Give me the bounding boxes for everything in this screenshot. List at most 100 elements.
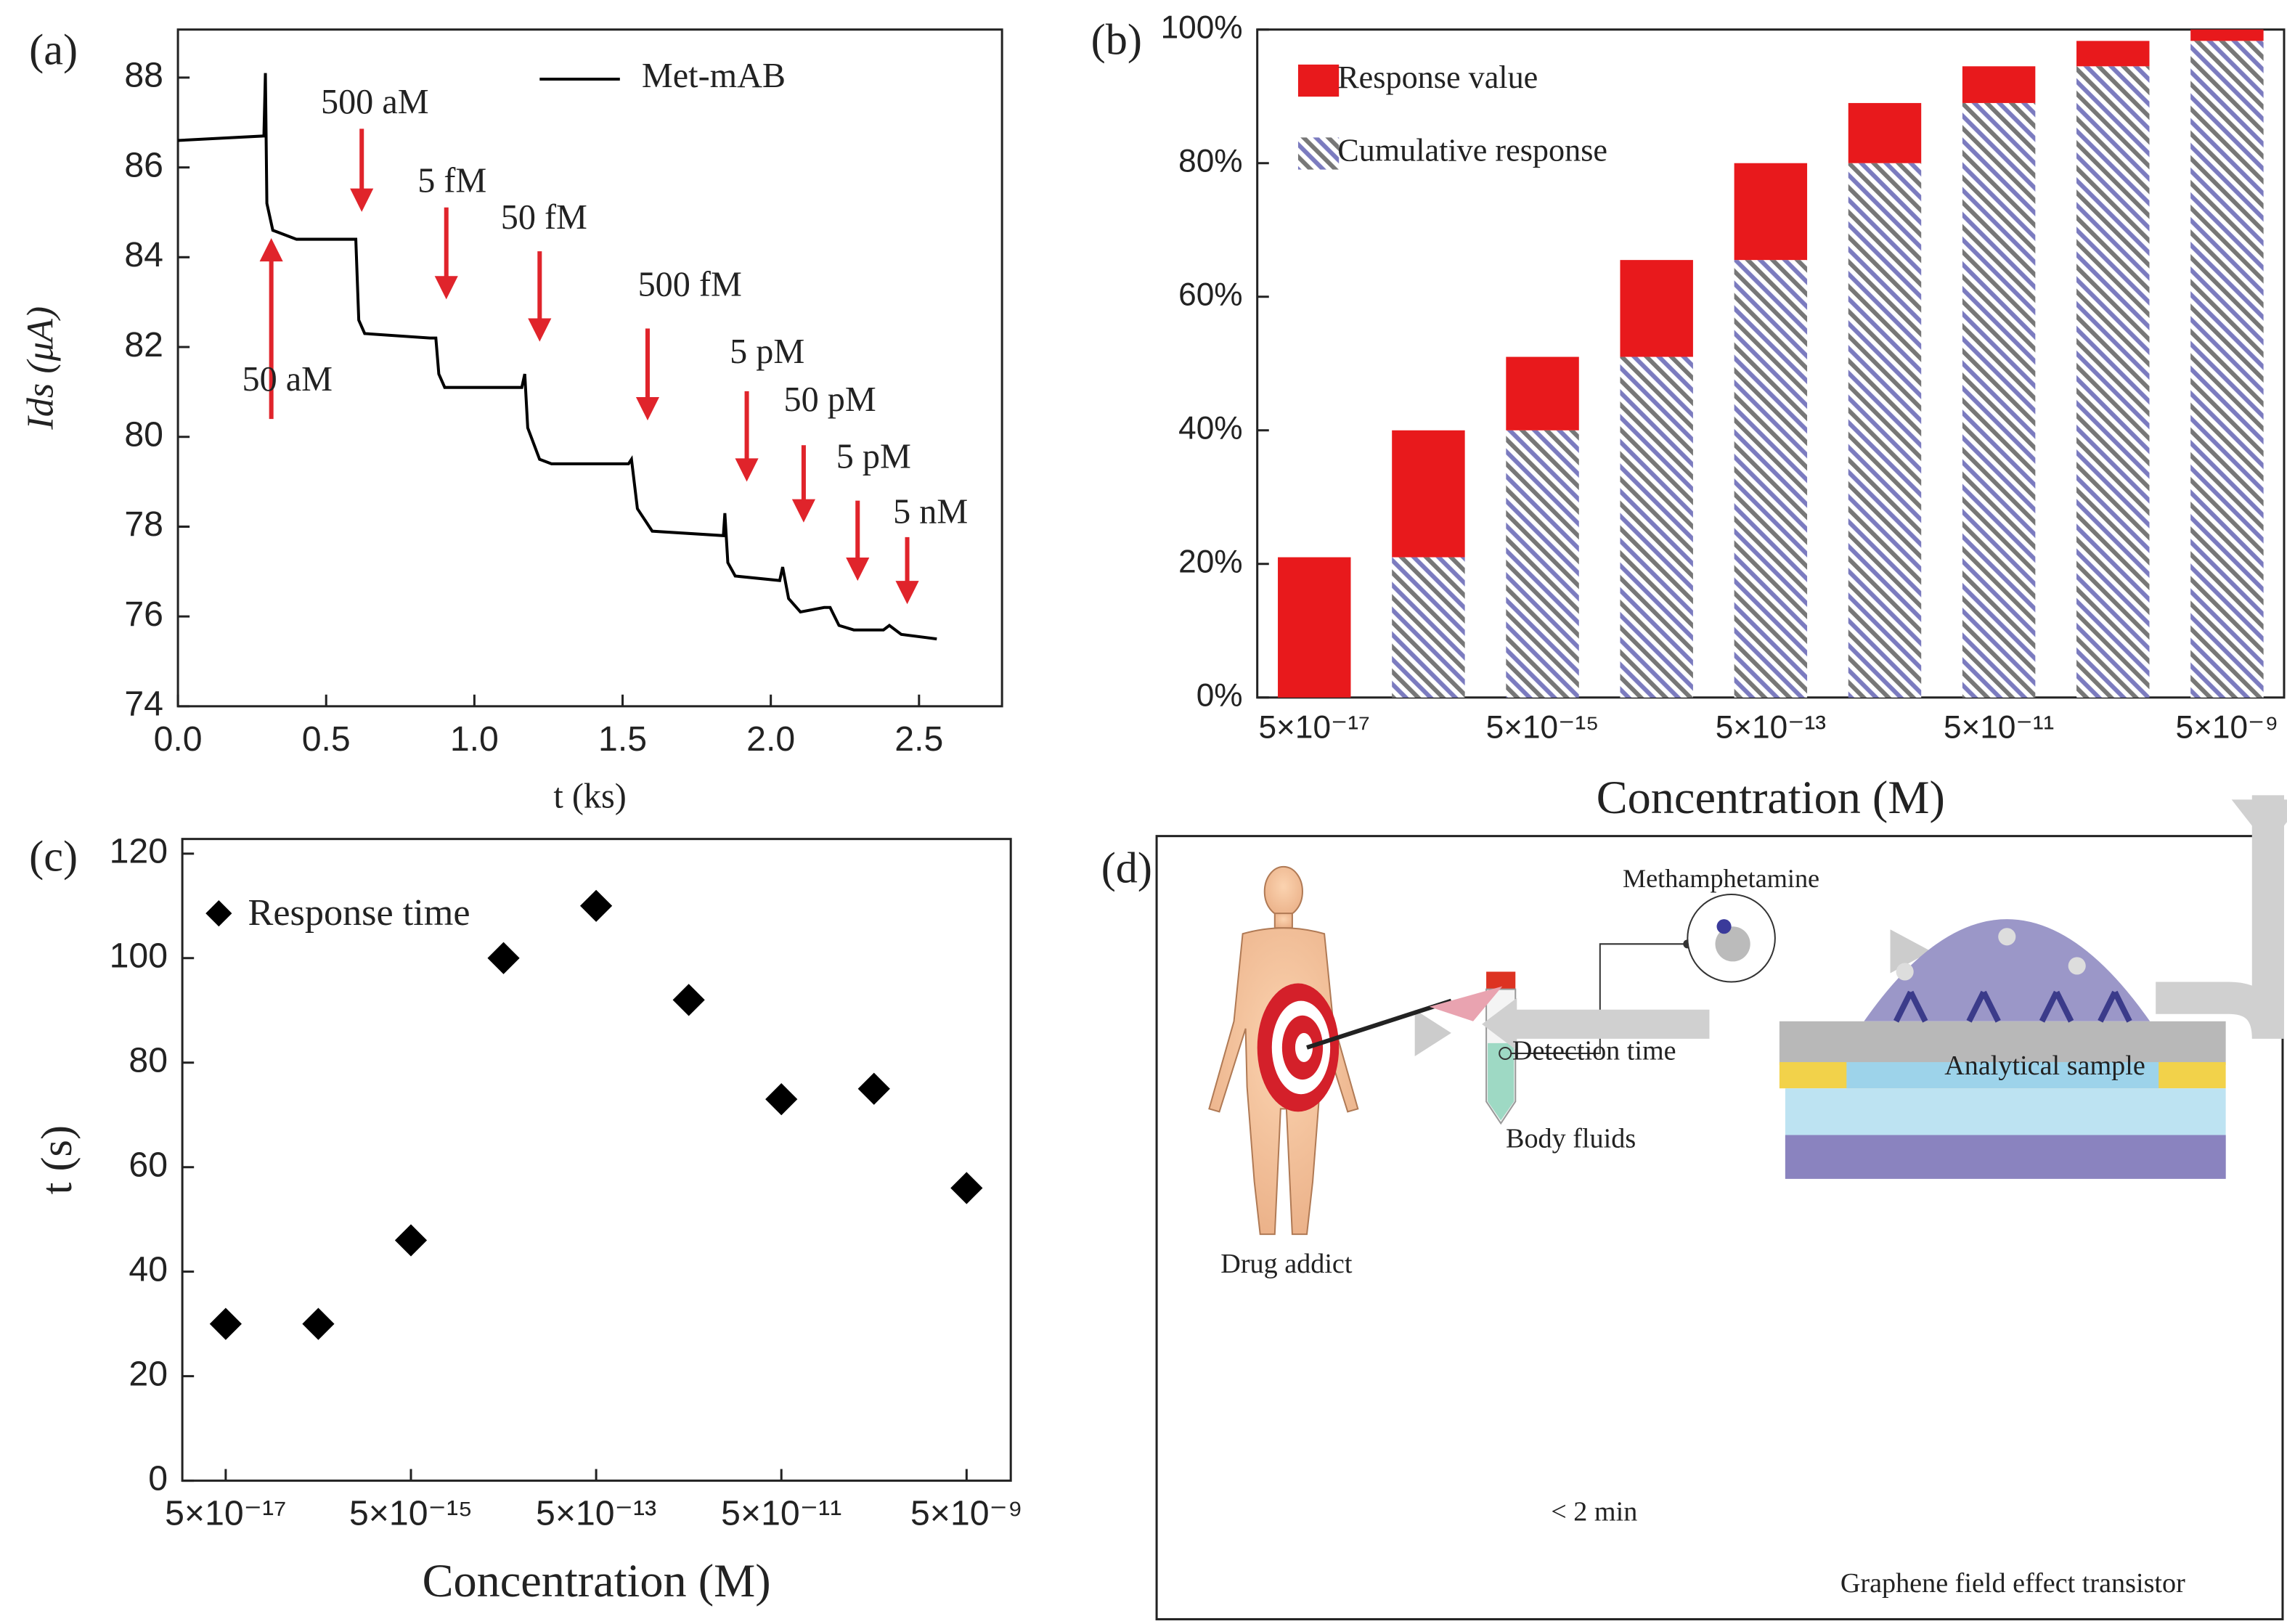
y-tick-label: 40 [129,1249,168,1289]
diagram: (d) [1101,795,2287,1620]
plot-frame [181,838,1012,1482]
data-point [580,889,613,922]
annotation: 5 fM [417,162,486,200]
annotation: 5 pM [836,437,911,476]
bar-segment [1506,356,1579,431]
annotation-arrowhead [434,276,458,300]
bar-segment [1962,66,2036,103]
data-point [950,1172,983,1204]
transistor-icon [1779,919,2226,1179]
bar-segment [1620,356,1693,698]
data-point [857,1072,890,1105]
bar-segment [1848,163,1922,698]
annotation: 50 pM [783,380,876,419]
annotation-arrowhead [846,557,870,582]
y-tick-label: 100% [1161,9,1243,45]
y-tick-label: 80% [1178,143,1242,179]
sample-label: Analytical sample [1944,1050,2145,1081]
annotation: 500 fM [638,265,742,303]
x-tick-label: 5×10⁻¹³ [536,1494,656,1533]
target-icon [1257,983,1503,1112]
bar-segment [2076,66,2150,698]
y-tick-label: 120 [110,832,168,871]
x-tick-label: 5×10⁻¹⁵ [349,1494,473,1533]
bar-segment [2190,29,2264,41]
legend-label: Response value [1337,60,1538,95]
bar-segment [2190,41,2264,698]
bar-segment [1278,557,1351,698]
annotation: 5 nM [893,493,968,531]
bar-segment [1734,163,1808,261]
time-value: < 2 min [1551,1497,1637,1527]
x-tick-label: 5×10⁻⁹ [910,1494,1023,1533]
x-tick-label: 2.5 [894,719,943,759]
x-axis-label: t (ks) [553,777,626,815]
x-tick-label: 2.0 [746,719,795,759]
bar-segment [1506,430,1579,698]
fluid-label: Body fluids [1506,1123,1636,1154]
legend-swatch [1297,64,1340,97]
x-tick-label: 5×10⁻¹¹ [1944,710,2054,746]
y-tick-label: 60 [129,1145,168,1184]
legend-marker [205,900,232,927]
data-point [672,984,705,1016]
y-tick-label: 20% [1178,544,1242,579]
annotation-arrowhead [259,237,283,262]
x-tick-label: 0.0 [154,719,203,759]
y-axis-label: Ids (μA) [19,306,61,431]
x-axis-label: Concentration (M) [1597,772,1945,823]
flow-arrow [1414,1009,1451,1056]
legend-label: Cumulative response [1337,133,1607,168]
x-tick-label: 0.5 [302,719,351,759]
y-tick-label: 0 [148,1458,168,1498]
annotation-arrowhead [791,499,815,523]
x-tick-label: 5×10⁻¹¹ [721,1494,841,1533]
x-tick-label: 5×10⁻¹⁵ [1486,710,1599,746]
x-tick-label: 5×10⁻¹⁷ [165,1494,287,1533]
legend-label: Response time [248,891,470,934]
y-tick-label: 88 [124,56,163,95]
x-tick-label: 5×10⁻¹³ [1716,710,1826,746]
panel-label: (b) [1091,16,1142,65]
data-point [302,1307,335,1340]
bar-segment [1392,430,1465,558]
device-label: Graphene field effect transistor [1840,1568,2185,1599]
x-tick-label: 5×10⁻⁹ [2176,710,2279,746]
y-tick-label: 100 [110,937,168,976]
annotation: 5 pM [730,332,804,371]
diagram-frame [1155,835,2284,1620]
person-label: Drug addict [1220,1249,1353,1279]
molecule-label: Methamphetamine [1623,864,1819,893]
annotation: 50 fM [501,198,587,237]
y-axis-label: t (s) [33,1125,81,1194]
tube-icon [1485,894,1776,1125]
y-tick-label: 76 [124,595,163,634]
bar-segment [2076,41,2150,67]
y-tick-label: 86 [124,145,163,184]
annotation: 500 aM [321,83,429,121]
data-point [487,942,520,974]
y-tick-label: 82 [124,325,163,364]
panel-label: (a) [29,26,78,75]
y-tick-label: 80 [124,415,163,454]
legend-swatch [1297,137,1340,170]
y-tick-label: 80 [129,1040,168,1080]
annotation-arrowhead [350,188,374,212]
legend-label: Met-mAB [642,57,786,95]
x-tick-label: 1.0 [450,719,499,759]
panel-label: (c) [29,833,78,881]
annotation-arrowhead [528,318,552,342]
annotation: 50 aM [242,360,333,399]
data-point [209,1307,242,1340]
annotation-arrowhead [635,396,660,421]
data-point [394,1224,428,1257]
bar-segment [1962,102,2036,698]
time-label: Detection time [1512,1036,1676,1066]
x-tick-label: 1.5 [598,719,647,759]
y-tick-label: 78 [124,505,163,544]
bar-segment [1734,260,1808,698]
bar-segment [1848,102,1922,163]
y-tick-label: 0% [1197,677,1243,713]
x-axis-label: Concentration (M) [423,1555,771,1607]
